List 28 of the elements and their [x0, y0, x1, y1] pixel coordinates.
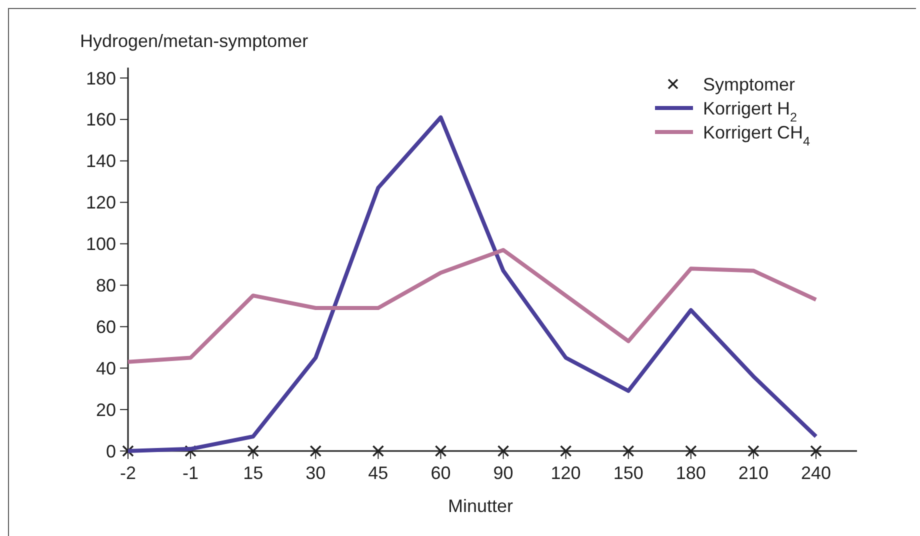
x-tick-label: 45 — [368, 463, 388, 483]
x-tick-label: 210 — [738, 463, 768, 483]
y-tick-label: 160 — [86, 110, 116, 130]
y-tick-label: 20 — [96, 400, 116, 420]
x-axis-title: Minutter — [448, 496, 514, 516]
x-tick-label: 150 — [613, 463, 644, 483]
x-tick-label: 180 — [676, 463, 706, 483]
x-tick-label: 30 — [306, 463, 326, 483]
y-tick-label: 180 — [86, 68, 116, 88]
y-tick-label: 0 — [106, 441, 116, 462]
x-tick-label: 60 — [430, 463, 451, 483]
y-tick-label: 40 — [96, 358, 116, 378]
y-tick-label: 120 — [86, 192, 116, 213]
y-axis-title: Hydrogen/metan-symptomer — [80, 31, 308, 51]
x-tick-label: 240 — [800, 463, 832, 483]
x-tick-label: -1 — [182, 463, 199, 483]
legend-label: Korrigert H$_{2}$ — [703, 98, 798, 124]
x-tick-label: 120 — [550, 463, 581, 483]
y-tick-label: 60 — [96, 316, 116, 337]
x-tick-label: 90 — [493, 463, 514, 483]
line-series — [126, 248, 818, 364]
y-tick-label: 100 — [86, 234, 116, 254]
legend-label: Korrigert CH$_{4}$ — [703, 122, 810, 148]
x-tick-label: 15 — [243, 463, 264, 483]
x-tick-label: -2 — [120, 463, 136, 483]
y-tick-label: 80 — [96, 276, 116, 296]
legend-label: Symptomer — [703, 74, 796, 94]
y-tick-label: 140 — [86, 151, 116, 172]
